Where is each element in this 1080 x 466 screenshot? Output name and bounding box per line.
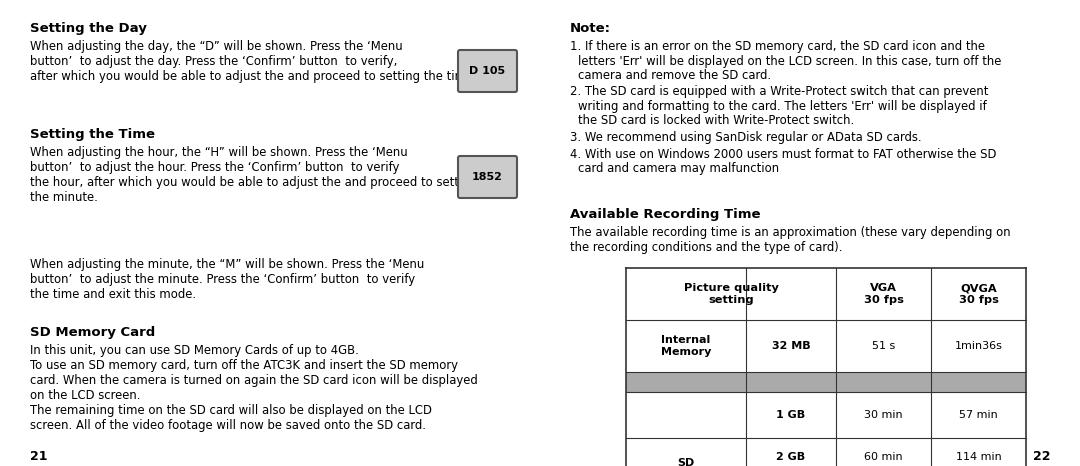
Text: 60 min: 60 min (864, 452, 903, 462)
Text: When adjusting the minute, the “M” will be shown. Press the ‘Menu
button’  to ad: When adjusting the minute, the “M” will … (30, 258, 424, 301)
Bar (626, 372, 1026, 392)
Text: 51 s: 51 s (872, 341, 895, 351)
Text: the SD card is locked with Write-Protect switch.: the SD card is locked with Write-Protect… (578, 115, 854, 128)
Text: Setting the Time: Setting the Time (30, 128, 156, 141)
Text: 21: 21 (30, 450, 48, 463)
Text: SD Memory Card: SD Memory Card (30, 326, 156, 339)
Text: 1852: 1852 (472, 172, 503, 182)
Text: 114 min: 114 min (956, 452, 1001, 462)
Text: 3. We recommend using SanDisk regular or AData SD cards.: 3. We recommend using SanDisk regular or… (570, 131, 921, 144)
Text: 2. The SD card is equipped with a Write-Protect switch that can prevent: 2. The SD card is equipped with a Write-… (570, 85, 988, 98)
Text: The available recording time is an approximation (these vary depending on
the re: The available recording time is an appro… (570, 226, 1011, 254)
Text: 1. If there is an error on the SD memory card, the SD card icon and the: 1. If there is an error on the SD memory… (570, 40, 985, 53)
Text: Note:: Note: (570, 22, 611, 35)
Text: D 105: D 105 (470, 66, 505, 76)
Text: 2 GB: 2 GB (777, 452, 806, 462)
FancyBboxPatch shape (458, 50, 517, 92)
Text: 22: 22 (1032, 450, 1050, 463)
Text: In this unit, you can use SD Memory Cards of up to 4GB.
To use an SD memory card: In this unit, you can use SD Memory Card… (30, 344, 477, 432)
Bar (626, 268, 1026, 466)
Text: Setting the Day: Setting the Day (30, 22, 147, 35)
Text: 1min36s: 1min36s (955, 341, 1002, 351)
Text: 4. With use on Windows 2000 users must format to FAT otherwise the SD: 4. With use on Windows 2000 users must f… (570, 148, 997, 160)
Text: 1 GB: 1 GB (777, 410, 806, 420)
Text: When adjusting the day, the “D” will be shown. Press the ‘Menu
button’  to adjus: When adjusting the day, the “D” will be … (30, 40, 477, 83)
Text: VGA
30 fps: VGA 30 fps (864, 283, 904, 305)
Text: Internal
Memory: Internal Memory (661, 335, 712, 357)
Text: letters 'Err' will be displayed on the LCD screen. In this case, turn off the: letters 'Err' will be displayed on the L… (578, 55, 1001, 68)
Text: 57 min: 57 min (959, 410, 998, 420)
Text: SD
Memory
Card: SD Memory Card (661, 459, 712, 466)
Text: 30 min: 30 min (864, 410, 903, 420)
Text: card and camera may malfunction: card and camera may malfunction (578, 162, 779, 175)
Text: camera and remove the SD card.: camera and remove the SD card. (578, 69, 771, 82)
Text: 32 MB: 32 MB (772, 341, 810, 351)
Text: When adjusting the hour, the “H” will be shown. Press the ‘Menu
button’  to adju: When adjusting the hour, the “H” will be… (30, 146, 477, 204)
Text: Picture quality
setting: Picture quality setting (684, 283, 779, 305)
FancyBboxPatch shape (458, 156, 517, 198)
Text: Available Recording Time: Available Recording Time (570, 208, 760, 221)
Text: QVGA
30 fps: QVGA 30 fps (959, 283, 998, 305)
Text: writing and formatting to the card. The letters 'Err' will be displayed if: writing and formatting to the card. The … (578, 100, 987, 113)
